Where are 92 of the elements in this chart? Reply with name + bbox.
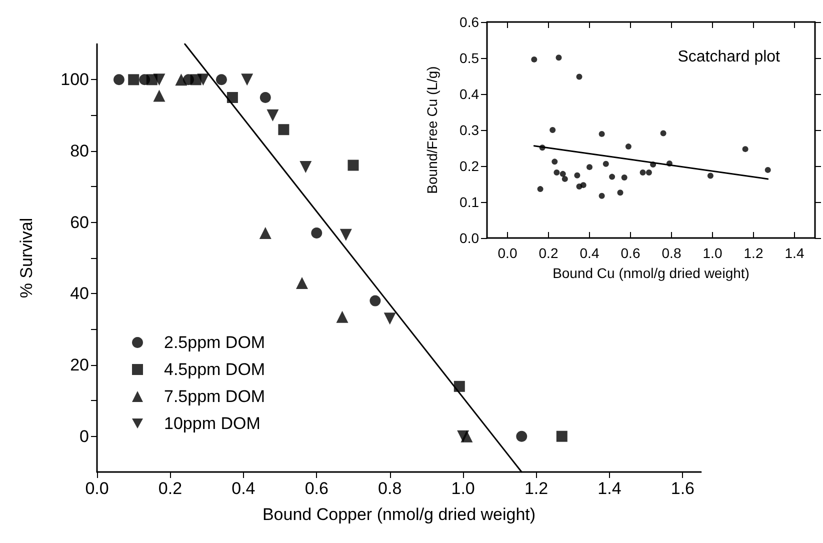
y-axis-title: % Survival — [17, 218, 36, 298]
x-tick-label: 1.2 — [744, 245, 764, 261]
point — [666, 160, 672, 166]
point — [764, 166, 771, 173]
point — [537, 186, 544, 192]
x-tick-label: 0.6 — [304, 479, 328, 498]
y-tick-label: 0 — [80, 426, 89, 446]
point — [574, 172, 580, 178]
point — [454, 380, 465, 392]
x-tick-label: 0.4 — [232, 479, 256, 498]
point — [539, 144, 546, 151]
point — [197, 74, 210, 86]
x-tick-label: 0.0 — [498, 245, 518, 261]
point — [602, 160, 609, 167]
x-tick-label: 0.2 — [158, 479, 182, 498]
point — [650, 162, 656, 168]
legend-label: 7.5ppm DOM — [164, 387, 266, 406]
point — [516, 430, 528, 442]
x-axis-title: Bound Cu (nmol/g dried weight) — [552, 265, 750, 281]
y-tick-label: 0.0 — [460, 230, 480, 246]
point — [660, 130, 666, 136]
y-tick-label: 0.1 — [460, 194, 480, 210]
y-tick-label: 60 — [70, 212, 89, 232]
x-tick-label: 0.4 — [580, 245, 600, 261]
point — [625, 144, 632, 150]
point — [531, 56, 538, 62]
point — [640, 169, 646, 176]
point — [296, 276, 308, 289]
point — [348, 160, 359, 171]
legend-label: 10ppm DOM — [164, 414, 260, 433]
point — [370, 295, 381, 306]
x-tick-label: 1.4 — [598, 479, 622, 498]
x-tick-label: 1.0 — [451, 479, 475, 498]
point — [550, 127, 556, 133]
point — [153, 74, 166, 86]
x-tick-label: 1.6 — [670, 479, 695, 498]
point — [562, 176, 568, 182]
point — [707, 172, 714, 179]
y-tick-label: 0.5 — [460, 50, 480, 66]
y-tick-label: 20 — [70, 356, 89, 374]
point — [340, 228, 352, 241]
point — [113, 74, 124, 86]
x-tick-label: 0.8 — [378, 479, 402, 498]
point — [457, 430, 470, 442]
point — [259, 227, 272, 240]
x-tick-label: 0.2 — [538, 245, 558, 261]
point — [598, 192, 605, 199]
point — [586, 164, 592, 170]
y-tick-label: 40 — [70, 284, 89, 304]
point — [742, 146, 748, 152]
point — [598, 130, 605, 137]
y-tick-label: 0.4 — [460, 86, 480, 102]
point — [241, 74, 254, 86]
legend-label: 2.5ppm DOM — [164, 333, 266, 352]
point — [554, 169, 560, 176]
point — [175, 74, 188, 86]
y-axis-title: Bound/Free Cu (L/g) — [424, 66, 440, 194]
point — [617, 190, 624, 196]
point — [556, 430, 568, 442]
point — [260, 92, 271, 103]
x-tick-label: 0.0 — [85, 479, 109, 498]
point — [609, 174, 616, 180]
point — [576, 74, 582, 80]
x-axis-title: Bound Copper (nmol/g dried weight) — [262, 505, 536, 524]
text: Scatchard plot — [678, 48, 781, 66]
point — [153, 90, 166, 102]
point — [216, 74, 227, 86]
y-tick-label: 0.3 — [460, 122, 480, 138]
point — [128, 74, 140, 86]
y-tick-label: 0.6 — [460, 14, 480, 30]
x-tick-label: 1.0 — [702, 245, 722, 261]
point — [266, 109, 279, 122]
point — [560, 170, 566, 177]
x-tick-label: 0.6 — [620, 245, 640, 261]
point — [311, 228, 322, 239]
point — [556, 54, 562, 61]
x-tick-label: 0.8 — [662, 245, 682, 261]
x-tick-label: 1.2 — [524, 479, 548, 498]
point — [580, 182, 586, 188]
point — [336, 310, 348, 323]
x-tick-label: 1.4 — [784, 245, 804, 261]
y-tick-label: 100 — [60, 70, 89, 90]
point — [384, 312, 396, 325]
point — [552, 158, 558, 165]
point — [278, 124, 290, 136]
y-tick-label: 0.2 — [460, 158, 480, 174]
point — [226, 92, 238, 103]
point — [646, 169, 652, 176]
point — [621, 174, 628, 181]
y-tick-label: 80 — [70, 142, 89, 160]
point — [300, 161, 312, 174]
legend-label: 4.5ppm DOM — [164, 360, 266, 379]
